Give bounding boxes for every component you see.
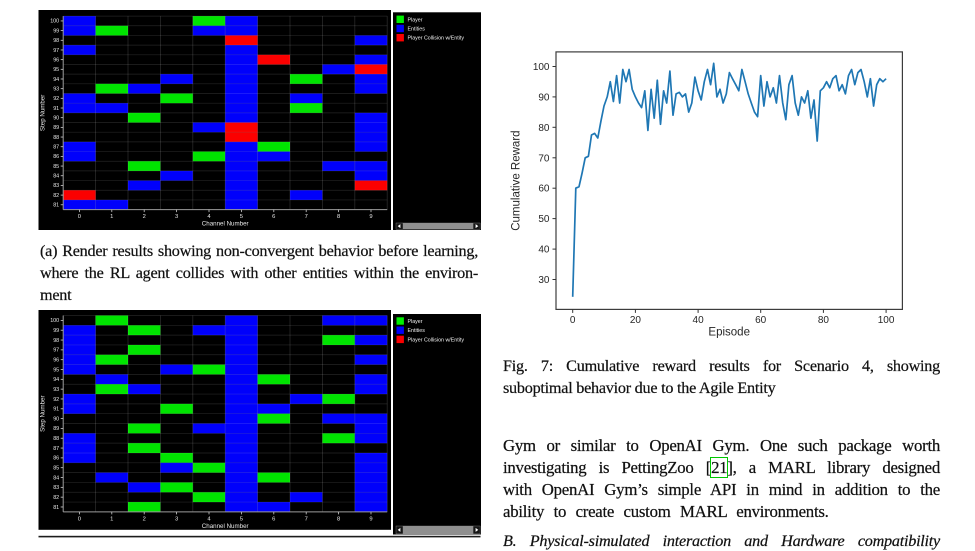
svg-text:5: 5	[240, 516, 243, 522]
svg-text:84: 84	[53, 174, 59, 180]
svg-text:Channel Number: Channel Number	[202, 523, 249, 530]
svg-text:94: 94	[53, 77, 59, 83]
svg-text:Entities: Entities	[408, 27, 426, 33]
svg-text:95: 95	[53, 367, 59, 373]
svg-text:87: 87	[53, 446, 59, 452]
svg-text:8: 8	[337, 516, 340, 522]
svg-text:Cumulative Reward: Cumulative Reward	[511, 130, 523, 230]
svg-text:8: 8	[337, 214, 340, 220]
svg-text:50: 50	[538, 214, 550, 225]
svg-text:93: 93	[53, 86, 59, 92]
svg-text:92: 92	[53, 397, 59, 403]
svg-text:Player: Player	[408, 319, 423, 325]
svg-text:97: 97	[53, 48, 59, 54]
svg-text:85: 85	[53, 466, 59, 472]
svg-text:100: 100	[878, 315, 895, 326]
svg-text:Player Collision w/Entity: Player Collision w/Entity	[408, 337, 465, 343]
svg-text:0: 0	[570, 315, 576, 326]
svg-text:99: 99	[53, 28, 59, 34]
svg-text:80: 80	[818, 315, 830, 326]
svg-text:89: 89	[53, 426, 59, 432]
svg-text:Step Number: Step Number	[40, 95, 47, 131]
svg-text:98: 98	[53, 38, 59, 44]
svg-text:86: 86	[53, 456, 59, 462]
svg-text:4: 4	[207, 516, 211, 522]
svg-text:3: 3	[175, 214, 178, 220]
svg-text:100: 100	[533, 62, 550, 73]
svg-text:Player Collision w/Entity: Player Collision w/Entity	[408, 36, 465, 42]
svg-text:20: 20	[630, 315, 642, 326]
svg-text:1: 1	[110, 516, 113, 522]
svg-text:96: 96	[53, 357, 59, 363]
svg-text:93: 93	[53, 387, 59, 393]
svg-text:6: 6	[272, 516, 275, 522]
svg-text:82: 82	[53, 495, 59, 501]
svg-text:80: 80	[538, 123, 550, 134]
svg-text:87: 87	[53, 145, 59, 151]
svg-text:70: 70	[538, 153, 550, 164]
svg-text:60: 60	[755, 315, 767, 326]
svg-text:84: 84	[53, 475, 59, 481]
svg-text:2: 2	[143, 214, 146, 220]
svg-text:9: 9	[369, 214, 372, 220]
svg-text:90: 90	[53, 416, 59, 422]
svg-text:0: 0	[78, 214, 81, 220]
svg-text:86: 86	[53, 154, 59, 160]
svg-text:6: 6	[272, 214, 275, 220]
svg-text:30: 30	[538, 275, 550, 286]
svg-text:100: 100	[50, 318, 59, 324]
svg-text:90: 90	[53, 115, 59, 121]
svg-text:Entities: Entities	[408, 328, 426, 334]
svg-text:81: 81	[53, 505, 59, 511]
svg-text:2: 2	[143, 516, 146, 522]
svg-text:7: 7	[305, 516, 308, 522]
svg-text:94: 94	[53, 377, 59, 383]
svg-text:99: 99	[53, 328, 59, 334]
svg-text:89: 89	[53, 125, 59, 131]
svg-text:Episode: Episode	[708, 327, 750, 339]
svg-text:81: 81	[53, 203, 59, 209]
svg-text:9: 9	[369, 516, 372, 522]
svg-text:3: 3	[175, 516, 178, 522]
svg-text:40: 40	[538, 245, 550, 256]
svg-text:98: 98	[53, 338, 59, 344]
svg-text:5: 5	[240, 214, 243, 220]
svg-text:88: 88	[53, 436, 59, 442]
svg-text:7: 7	[305, 214, 308, 220]
svg-text:4: 4	[207, 214, 211, 220]
svg-text:100: 100	[50, 19, 59, 25]
svg-text:Channel Number: Channel Number	[202, 221, 249, 228]
svg-text:97: 97	[53, 348, 59, 354]
svg-text:92: 92	[53, 96, 59, 102]
svg-text:Player: Player	[408, 17, 423, 23]
svg-text:91: 91	[53, 407, 59, 413]
svg-text:82: 82	[53, 193, 59, 199]
svg-text:88: 88	[53, 135, 59, 141]
svg-text:96: 96	[53, 57, 59, 63]
svg-text:0: 0	[78, 516, 81, 522]
svg-text:90: 90	[538, 92, 550, 103]
svg-text:40: 40	[693, 315, 705, 326]
svg-text:83: 83	[53, 485, 59, 491]
svg-text:95: 95	[53, 67, 59, 73]
svg-text:91: 91	[53, 106, 59, 112]
svg-text:Step Number: Step Number	[40, 395, 47, 431]
svg-text:85: 85	[53, 164, 59, 170]
svg-text:60: 60	[538, 184, 550, 195]
svg-text:83: 83	[53, 183, 59, 189]
svg-text:1: 1	[110, 214, 113, 220]
